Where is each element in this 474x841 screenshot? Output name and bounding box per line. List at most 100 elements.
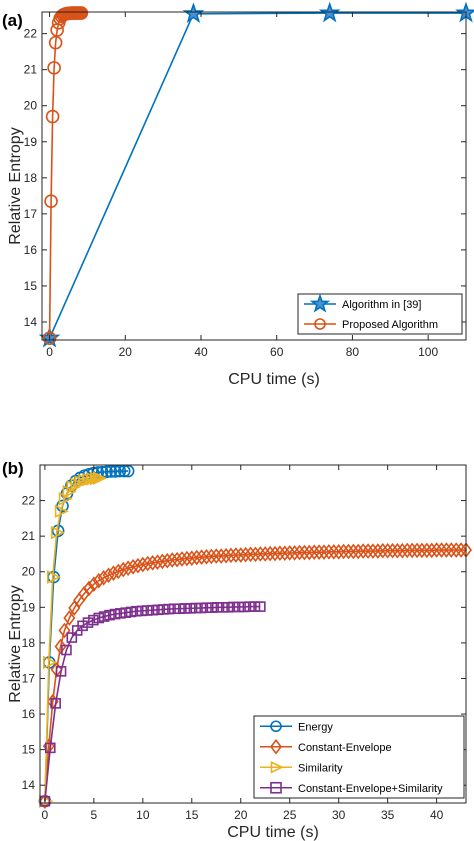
x-tick-label: 0 xyxy=(46,345,53,359)
data-point xyxy=(217,602,228,613)
x-axis-label: CPU time (s) xyxy=(228,371,320,388)
data-point xyxy=(298,544,311,561)
data-point xyxy=(190,549,203,566)
data-point xyxy=(211,602,223,613)
data-point xyxy=(47,61,61,75)
data-point xyxy=(77,620,88,632)
data-point xyxy=(93,471,108,485)
data-point xyxy=(371,543,384,559)
axes-box xyxy=(39,464,467,804)
data-point xyxy=(425,542,438,559)
data-point xyxy=(259,546,272,562)
data-point xyxy=(113,464,127,478)
data-point xyxy=(228,601,239,613)
data-point xyxy=(131,557,144,574)
legend-marker xyxy=(270,760,284,774)
data-point xyxy=(125,606,137,618)
data-point xyxy=(44,742,56,754)
series-2 xyxy=(39,471,108,808)
chart-panel-b: 0 5 10 15 20 25 30 35 40 14 15 16 17 18 19 20 21 22 CPU ti… xyxy=(2,459,473,841)
data-point xyxy=(342,543,355,560)
data-point xyxy=(174,603,185,615)
data-point xyxy=(185,603,196,614)
y-tick-label: 18 xyxy=(22,636,36,650)
data-point xyxy=(224,547,237,564)
data-point xyxy=(293,544,306,561)
panel-label: (a) xyxy=(2,11,23,30)
data-point xyxy=(55,666,67,677)
data-point xyxy=(440,542,453,558)
data-point xyxy=(156,553,169,570)
data-point xyxy=(122,560,135,576)
x-tick-label: 5 xyxy=(91,808,98,822)
data-point xyxy=(185,550,198,567)
y-tick-label: 20 xyxy=(24,99,38,113)
data-point xyxy=(206,602,218,613)
data-point xyxy=(107,565,120,581)
legend-marker xyxy=(270,781,282,794)
chart-panel-a: 0 20 40 60 80 100 14 15 16 17 18 19 20 21 22 CPU time (… xyxy=(2,2,474,388)
data-point xyxy=(121,464,135,478)
data-point xyxy=(347,543,360,560)
y-tick-label: 19 xyxy=(24,135,38,149)
y-tick-label: 17 xyxy=(22,671,36,685)
legend-label: Energy xyxy=(298,721,333,733)
data-point xyxy=(215,548,228,564)
data-point xyxy=(317,544,331,560)
data-point xyxy=(220,547,233,564)
data-point xyxy=(238,601,250,613)
data-point xyxy=(269,545,282,562)
series-3 xyxy=(39,601,266,807)
series-line xyxy=(48,12,466,339)
data-point xyxy=(396,542,409,559)
data-point xyxy=(82,580,95,597)
x-axis-label: CPU time (s) xyxy=(227,824,319,841)
y-tick-label: 14 xyxy=(24,315,38,329)
data-point xyxy=(58,622,71,639)
data-point xyxy=(50,698,61,709)
y-tick-label: 17 xyxy=(24,207,38,221)
series-1 xyxy=(38,542,473,810)
legend: Algorithm in [39] Proposed Algorithm xyxy=(297,293,463,335)
data-point xyxy=(406,542,419,559)
data-point xyxy=(450,542,463,558)
y-tick-label: 22 xyxy=(22,494,36,508)
legend-item: Proposed Algorithm xyxy=(304,318,438,331)
y-tick-label: 15 xyxy=(24,279,38,293)
data-point xyxy=(278,545,291,562)
data-point xyxy=(86,472,101,486)
data-point xyxy=(87,576,100,593)
data-point xyxy=(100,465,113,479)
data-point xyxy=(229,547,242,563)
data-point xyxy=(303,544,316,561)
y-tick-label: 16 xyxy=(22,707,36,721)
data-point xyxy=(411,542,424,559)
data-point xyxy=(54,504,70,519)
data-point xyxy=(391,542,404,559)
x-tick-label: 60 xyxy=(270,345,284,359)
legend-label: Proposed Algorithm xyxy=(342,319,438,331)
data-point xyxy=(362,543,375,559)
x-tick-label: 10 xyxy=(136,808,150,822)
data-point xyxy=(88,614,99,626)
data-point xyxy=(161,552,174,569)
data-point xyxy=(308,544,321,560)
data-point xyxy=(313,544,326,560)
x-tick-label: 0 xyxy=(42,808,49,822)
y-tick-label: 22 xyxy=(24,27,38,41)
data-point xyxy=(264,545,277,562)
legend-label: Similarity xyxy=(298,762,343,774)
data-point xyxy=(366,543,379,559)
data-point xyxy=(120,607,131,618)
series-line xyxy=(44,470,129,802)
data-point xyxy=(401,542,414,559)
legend-item: Constant-Envelope xyxy=(260,738,392,755)
data-point xyxy=(386,542,399,559)
legend-marker xyxy=(314,318,326,330)
data-point xyxy=(273,545,286,562)
data-point xyxy=(112,563,125,580)
data-point xyxy=(166,552,179,568)
data-point xyxy=(117,561,130,578)
data-point xyxy=(66,480,81,494)
